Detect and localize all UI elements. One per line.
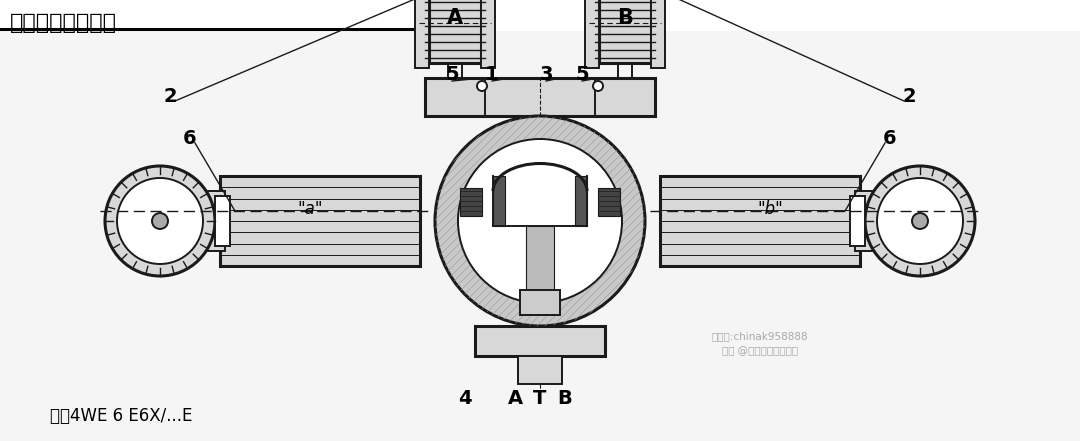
Circle shape	[593, 81, 603, 91]
Bar	[475, 326, 605, 356]
Text: B: B	[617, 8, 633, 28]
Text: T: T	[534, 389, 546, 407]
Bar	[460, 188, 482, 216]
Bar	[215, 196, 230, 246]
Text: 型号4WE 6 E6X/...E: 型号4WE 6 E6X/...E	[50, 407, 192, 425]
Bar	[575, 176, 588, 226]
Bar	[185, 191, 225, 251]
Bar	[519, 290, 561, 315]
Circle shape	[105, 166, 215, 276]
Bar	[599, 0, 651, 63]
Bar	[518, 356, 562, 384]
Text: B: B	[557, 389, 572, 407]
Circle shape	[117, 178, 203, 264]
Text: 功能说明，剖视图: 功能说明，剖视图	[10, 13, 117, 33]
Circle shape	[152, 213, 168, 229]
Bar	[492, 176, 505, 226]
Bar	[598, 188, 620, 216]
Circle shape	[435, 116, 645, 326]
Circle shape	[458, 139, 622, 303]
Text: "a": "a"	[297, 200, 323, 218]
Bar	[585, 0, 599, 68]
Text: A: A	[508, 389, 523, 407]
Bar	[660, 176, 860, 266]
Text: 微信号:chinak958888: 微信号:chinak958888	[712, 331, 808, 341]
Circle shape	[477, 81, 487, 91]
Circle shape	[912, 213, 928, 229]
Circle shape	[865, 166, 975, 276]
Bar	[651, 0, 665, 68]
Text: 4: 4	[458, 389, 472, 407]
Text: 1: 1	[485, 66, 499, 85]
Text: 5: 5	[445, 66, 459, 85]
Bar	[481, 0, 495, 68]
Text: A: A	[447, 8, 463, 28]
Bar	[220, 176, 420, 266]
Bar	[429, 0, 481, 63]
Text: 5: 5	[576, 66, 589, 85]
Bar	[426, 78, 654, 116]
Bar	[855, 191, 895, 251]
Text: 2: 2	[902, 86, 916, 105]
Text: 6: 6	[184, 128, 197, 147]
Text: 3: 3	[539, 66, 553, 85]
Text: 头条 @川哥工控界自媒体: 头条 @川哥工控界自媒体	[721, 346, 798, 356]
Circle shape	[877, 178, 963, 264]
Text: "b": "b"	[757, 200, 783, 218]
Bar	[526, 226, 554, 295]
Bar	[850, 196, 865, 246]
Text: 2: 2	[163, 86, 177, 105]
Bar	[415, 0, 429, 68]
Text: 6: 6	[883, 128, 896, 147]
